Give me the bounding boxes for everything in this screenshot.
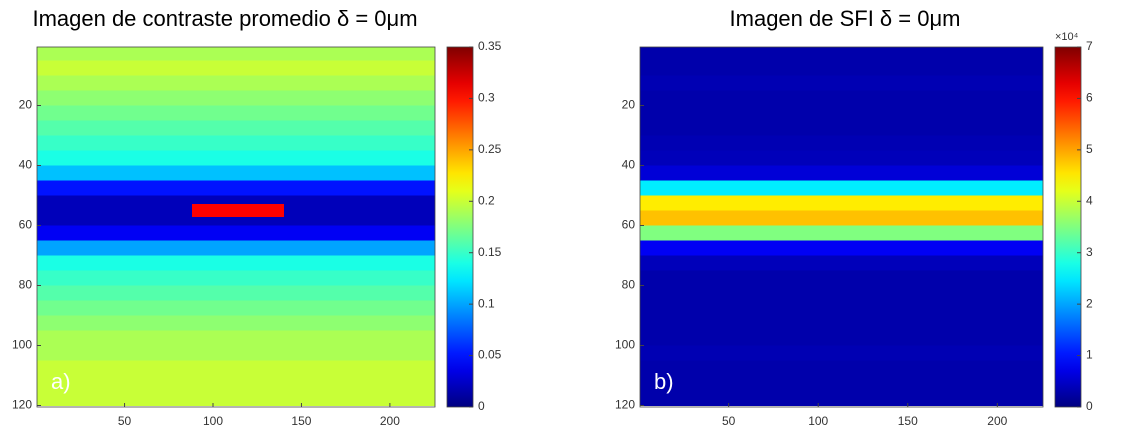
heatmap-row xyxy=(37,345,435,361)
colorbar-tick-label: 0.35 xyxy=(478,39,502,53)
heatmap-row xyxy=(640,360,1043,376)
heatmap-row xyxy=(37,47,435,61)
y-tick-label: 100 xyxy=(615,338,635,352)
x-tick-label: 200 xyxy=(987,414,1007,428)
colorbar-tick-label: 7 xyxy=(1086,39,1093,53)
colorbar-tick-label: 0.15 xyxy=(478,245,502,259)
chart-title: Imagen de contraste promedio δ = 0μm xyxy=(32,6,417,31)
y-tick-label: 40 xyxy=(622,158,636,172)
y-tick-label: 20 xyxy=(622,98,636,112)
heatmap-row xyxy=(37,300,435,316)
y-tick-label: 80 xyxy=(19,278,33,292)
colorbar-tick-label: 0.3 xyxy=(478,91,495,105)
heatmap-row xyxy=(37,120,435,136)
x-tick-label: 50 xyxy=(118,414,132,428)
heatmap-row xyxy=(640,195,1043,211)
x-tick-label: 150 xyxy=(898,414,918,428)
heatmap-row xyxy=(640,255,1043,271)
y-tick-label: 100 xyxy=(12,338,32,352)
heatmap-row xyxy=(37,165,435,181)
plot-frame xyxy=(639,46,1044,408)
heatmap-row xyxy=(37,270,435,286)
colorbar-tick-label: 3 xyxy=(1086,245,1093,259)
heatmap-row xyxy=(640,135,1043,151)
colorbar-exponent: ×10⁴ xyxy=(1055,31,1079,43)
y-tick-label: 120 xyxy=(12,398,32,412)
heatmap-row xyxy=(640,300,1043,316)
heatmap-row xyxy=(640,90,1043,106)
colorbar-tick-label: 6 xyxy=(1086,91,1093,105)
colorbar-tick-label: 0.05 xyxy=(478,348,502,362)
panel-label: a) xyxy=(51,369,71,394)
colorbar-tick-label: 2 xyxy=(1086,296,1093,310)
heatmap-row xyxy=(37,360,435,376)
heatmap-row xyxy=(640,345,1043,361)
heatmap-row xyxy=(37,390,435,406)
heatmap-row xyxy=(640,180,1043,196)
heatmap-row xyxy=(640,390,1043,406)
heatmap-row xyxy=(37,240,435,256)
chart-title: Imagen de SFI δ = 0μm xyxy=(730,6,961,31)
heatmap-row xyxy=(640,330,1043,346)
y-tick-label: 80 xyxy=(622,278,636,292)
heatmap xyxy=(37,47,435,406)
y-tick-label: 120 xyxy=(615,398,635,412)
heatmap-row xyxy=(37,210,435,226)
heatmap-row xyxy=(37,60,435,76)
y-tick-label: 60 xyxy=(622,218,636,232)
marker xyxy=(192,204,284,217)
colorbar-tick-label: 0 xyxy=(1086,399,1093,413)
heatmap-row xyxy=(37,315,435,331)
heatmap-row xyxy=(640,225,1043,241)
colorbar-tick-label: 0.1 xyxy=(478,296,495,310)
heatmap-row xyxy=(640,210,1043,226)
colorbar-tick-label: 1 xyxy=(1086,348,1093,362)
heatmap xyxy=(640,47,1043,406)
colorbar-tick-label: 0 xyxy=(478,399,485,413)
heatmap-row xyxy=(37,225,435,241)
heatmap-row xyxy=(640,47,1043,61)
heatmap-row xyxy=(640,270,1043,286)
heatmap-row xyxy=(37,90,435,106)
heatmap-row xyxy=(37,330,435,346)
heatmap-row xyxy=(640,120,1043,136)
y-tick-label: 60 xyxy=(19,218,33,232)
heatmap-row xyxy=(37,285,435,301)
heatmap-row xyxy=(37,195,435,211)
heatmap-row xyxy=(640,165,1043,181)
heatmap-row xyxy=(37,180,435,196)
heatmap-row xyxy=(37,255,435,271)
colorbar-tick-label: 0.2 xyxy=(478,193,495,207)
colorbar xyxy=(1054,46,1082,408)
x-tick-label: 50 xyxy=(722,414,736,428)
heatmap-row xyxy=(640,240,1043,256)
colorbar xyxy=(446,46,474,408)
panel-label: b) xyxy=(654,369,674,394)
colorbar-tick-label: 4 xyxy=(1086,193,1093,207)
heatmap-row xyxy=(640,150,1043,166)
heatmap-row xyxy=(37,105,435,121)
x-tick-label: 100 xyxy=(203,414,223,428)
y-tick-label: 20 xyxy=(19,98,33,112)
colorbar-tick-label: 5 xyxy=(1086,142,1093,156)
x-tick-label: 150 xyxy=(291,414,311,428)
heatmap-row xyxy=(640,60,1043,76)
heatmap-row xyxy=(640,75,1043,91)
y-tick-label: 40 xyxy=(19,158,33,172)
heatmap-row xyxy=(37,135,435,151)
heatmap-row xyxy=(37,150,435,166)
heatmap-row xyxy=(37,375,435,391)
heatmap-row xyxy=(640,375,1043,391)
x-tick-label: 200 xyxy=(380,414,400,428)
heatmap-row xyxy=(640,105,1043,121)
plot-frame xyxy=(36,46,436,408)
heatmap-row xyxy=(640,315,1043,331)
heatmap-row xyxy=(640,285,1043,301)
heatmap-row xyxy=(37,75,435,91)
x-tick-label: 100 xyxy=(808,414,828,428)
colorbar-tick-label: 0.25 xyxy=(478,142,502,156)
